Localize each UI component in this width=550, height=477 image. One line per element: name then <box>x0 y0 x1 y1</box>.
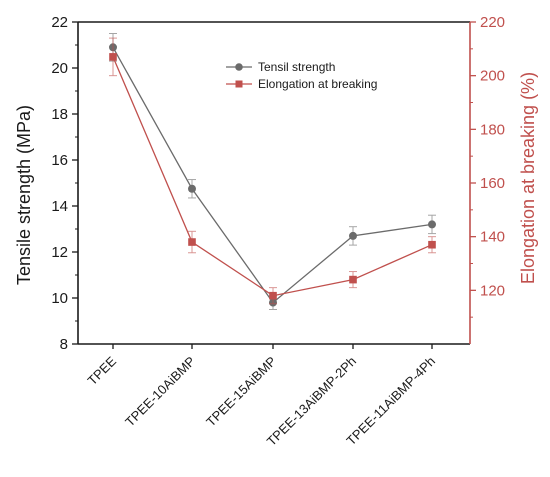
left-tick-label: 14 <box>51 198 68 215</box>
left-tick-label: 20 <box>51 60 68 77</box>
left-tick-label: 12 <box>51 244 68 261</box>
series-0 <box>109 33 436 310</box>
data-point <box>349 275 357 284</box>
series-1 <box>109 37 436 305</box>
right-tick-label: 180 <box>480 121 505 138</box>
category-label: TPEE-15AiBMP <box>203 354 279 430</box>
legend-label-elongation: Elongation at breaking <box>258 77 377 91</box>
legend: Tensil strength Elongation at breaking <box>226 60 377 91</box>
right-tick-label: 120 <box>480 282 505 299</box>
left-tick-label: 8 <box>60 336 68 353</box>
right-tick-label: 200 <box>480 68 505 85</box>
left-axis-ticks: 8 10 12 14 16 18 20 22 <box>51 14 78 353</box>
left-tick-label: 22 <box>51 14 68 31</box>
right-axis-label: Elongation at breaking (%) <box>518 72 538 284</box>
left-axis-label: Tensile strength (MPa) <box>14 105 34 285</box>
data-point <box>188 184 196 193</box>
data-point <box>269 291 277 300</box>
data-point <box>349 231 357 240</box>
series-line <box>112 56 433 297</box>
category-label: TPEE <box>84 353 119 388</box>
legend-label-tensile: Tensil strength <box>258 60 335 74</box>
category-ticks: TPEE TPEE-10AiBMP TPEE-15AiBMPTPEE-13AiBMP… <box>84 344 438 449</box>
category-label: TPEE-13AiBMP-2Ph <box>264 354 359 449</box>
left-tick-label: 18 <box>51 106 68 123</box>
left-tick-label: 10 <box>51 290 68 307</box>
left-tick-label: 16 <box>51 152 68 169</box>
data-point <box>428 240 436 249</box>
category-label: TPEE-11AiBMP-4Ph <box>343 354 438 449</box>
right-axis-ticks: 120 140 160 180 200 220 <box>470 14 505 318</box>
data-point <box>109 53 117 61</box>
legend-marker-elongation <box>235 80 243 88</box>
data-point <box>428 220 436 229</box>
right-tick-label: 220 <box>480 14 505 31</box>
category-label: TPEE-10AiBMP <box>122 354 198 430</box>
series-layer <box>109 33 436 310</box>
right-tick-label: 140 <box>480 229 505 246</box>
right-tick-label: 160 <box>480 175 505 192</box>
legend-marker-tensile <box>235 63 243 71</box>
data-point <box>188 238 196 246</box>
